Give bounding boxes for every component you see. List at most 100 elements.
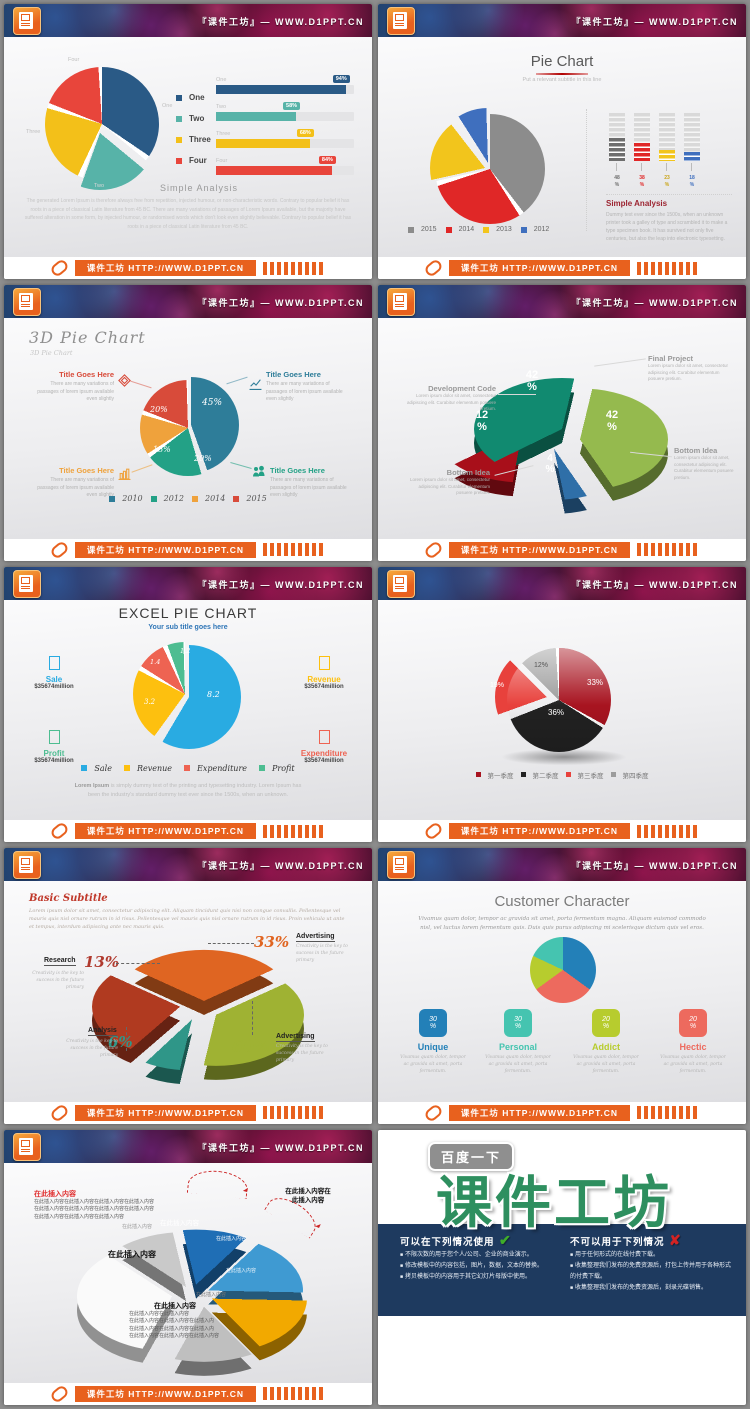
slide-thumbnail-3[interactable]: 『课件工坊』— WWW.D1PPT.CN 3D Pie Chart 3D Pie…: [4, 285, 372, 561]
chart-title: Simple Analysis: [159, 183, 239, 193]
slide-thumbnail-4[interactable]: 『课件工坊』— WWW.D1PPT.CN 42 % 42 % 12 % 4 % …: [378, 285, 746, 561]
stat-card: 30 %: [419, 1009, 447, 1038]
slide-subtitle: Put a relevant subtitle in this line: [522, 77, 602, 83]
analysis-body: Dummy text ever since the 1500s, when an…: [606, 212, 728, 242]
stat-block: Profit $35674million: [18, 729, 90, 764]
slice-value: 3.2: [144, 697, 156, 706]
compass-icon: [118, 374, 131, 388]
arrow-head: [242, 1187, 252, 1196]
line-chart-icon: [249, 379, 262, 391]
callout-body: Creativity is the key to success in the …: [296, 944, 348, 963]
slide-thumbnail-2[interactable]: 『课件工坊』— WWW.D1PPT.CN Pie Chart Put a rel…: [378, 4, 746, 280]
slide-title: Customer Character: [494, 893, 630, 911]
header-brand-text: 『课件工坊』— WWW.D1PPT.CN: [197, 579, 364, 590]
pie-chart: [430, 108, 545, 224]
callout-title: Development Code: [428, 384, 496, 394]
legend-label: One: [189, 93, 205, 102]
callout-title: Bottom Idea: [674, 446, 718, 456]
callout: Development Code Lorem ipsum dolor sit a…: [404, 384, 496, 413]
footer-stripes-decoration: [637, 543, 700, 557]
stat-label: Revenue: [307, 674, 341, 684]
header-brand-text: 『课件工坊』— WWW.D1PPT.CN: [197, 17, 364, 27]
document-page-glyph: [393, 12, 407, 29]
analysis-title: Simple Analysis: [606, 199, 668, 208]
legend-label: 2010: [122, 494, 143, 504]
slide-thumbnail-6[interactable]: 『课件工坊』— WWW.D1PPT.CN 33% 36% 19% 12% 第一季…: [378, 566, 746, 843]
callout-title: Title Goes Here: [59, 466, 114, 476]
slide-footer: 课件工坊 HTTP://WWW.D1PPT.CN: [4, 820, 372, 843]
header-brand-text: 『课件工坊』— WWW.D1PPT.CN: [571, 861, 738, 872]
callout-body: Lorem ipsum dolor sit amet, consectetur …: [409, 477, 490, 496]
check-icon: ✔: [498, 1231, 511, 1248]
legend-swatch: [520, 226, 527, 233]
card-label: Unique: [417, 1042, 449, 1053]
pie-3d-top: [92, 950, 304, 1071]
paperclip-icon: [49, 821, 70, 842]
stat-amount: $35674million: [34, 683, 74, 690]
column-percent: 38%: [639, 175, 645, 188]
allow-heading-row: 可以在下列情况使用 ✔: [400, 1232, 511, 1250]
header-brand-text: 『课件工坊』— WWW.D1PPT.CN: [571, 17, 738, 27]
slide-thumbnail-9[interactable]: 『课件工坊』— WWW.D1PPT.CN 在此插入内容 在此插入内容在此插入内容…: [4, 1129, 372, 1405]
document-page-glyph: [393, 856, 407, 874]
slide-header: 『课件工坊』— WWW.D1PPT.CN: [378, 848, 746, 882]
slide-header: 『课件工坊』— WWW.D1PPT.CN: [4, 285, 372, 319]
stacked-column: [609, 113, 625, 161]
callout-body: Lorem ipsum dolor sit amet, consectetur …: [406, 393, 496, 412]
slice-value: 12 %: [475, 409, 489, 433]
document-page-glyph: [393, 574, 407, 592]
slide-title: Pie Chart: [530, 53, 594, 70]
section-divider: [586, 109, 587, 231]
slice-label: 在此插入内容: [160, 1219, 199, 1227]
legend-label: Revenue: [136, 763, 173, 773]
footer-stripes-decoration: [637, 824, 700, 838]
deny-heading: 不可以用于下列情况: [570, 1236, 665, 1248]
callout-percent: 13%: [84, 953, 120, 972]
slide-thumbnail-8[interactable]: 『课件工坊』— WWW.D1PPT.CN Customer Character …: [378, 848, 746, 1124]
stat-label: Sale: [45, 674, 63, 684]
slide-subtitle: Your sub title goes here: [148, 623, 228, 631]
stat-card: 20 %: [679, 1009, 707, 1038]
slice-label: 在此插入内容: [216, 1235, 247, 1242]
section-title: Basic Subtitle: [29, 893, 108, 905]
pie-label-three: Three: [26, 129, 41, 135]
slide-thumbnail-1[interactable]: 『课件工坊』— WWW.D1PPT.CN Four One Three Two …: [4, 4, 372, 280]
bullet-square: ■: [570, 1284, 574, 1291]
slide-header: 『课件工坊』— WWW.D1PPT.CN: [378, 285, 746, 319]
card-body: Vivamus quam dolor, tempor ac gravida si…: [400, 1055, 466, 1074]
slide-thumbnail-5[interactable]: 『课件工坊』— WWW.D1PPT.CN EXCEL PIE CHART You…: [4, 566, 372, 843]
bar-fill-color: [216, 112, 297, 121]
legend-swatch: [610, 772, 616, 778]
callout: Bottom Idea Lorem ipsum dolor sit amet, …: [674, 446, 740, 481]
legend-swatch: [475, 772, 481, 778]
pie-exploded-slice: [143, 377, 239, 474]
slide-header: 『课件工坊』— WWW.D1PPT.CN: [4, 848, 372, 882]
body-rest: is simply dummy text of the printing and…: [87, 782, 302, 799]
bullet-square: ■: [570, 1262, 574, 1269]
slide-thumbnail-10[interactable]: 百度一下 课件工坊 可以在下列情况使用 ✔ ■ 不限次数的用于您个人/公司、企业的…: [378, 1129, 746, 1405]
footer-url-text: 课件工坊 HTTP://WWW.D1PPT.CN: [448, 1104, 631, 1121]
callout-body: Creativity is the key to success in the …: [276, 1044, 328, 1063]
body-text: Lorem Ipsum is simply dummy text of the …: [74, 782, 302, 801]
callout-connector: [594, 358, 646, 368]
legend-label: 2015: [421, 226, 437, 233]
slide-footer: 课件工坊 HTTP://WWW.D1PPT.CN: [378, 257, 746, 280]
column-fill: [684, 152, 700, 161]
slide-canvas: Four One Three Two One Two Three Four On…: [4, 37, 372, 258]
powerpoint-logo-icon: [13, 1132, 41, 1161]
bullet-square: ■: [400, 1251, 404, 1258]
stat-label: Profit: [43, 748, 65, 758]
pie-exploded-slice: [43, 76, 157, 190]
paperclip-icon: [423, 1102, 444, 1123]
pie-chart: [530, 937, 596, 1004]
legend-label: Profit: [272, 763, 295, 773]
footer-stripes-decoration: [637, 1106, 700, 1120]
paperclip-icon: [49, 539, 70, 560]
slide-header: 『课件工坊』— WWW.D1PPT.CN: [4, 1129, 372, 1163]
license-band: 可以在下列情况使用 ✔ ■ 不限次数的用于您个人/公司、企业的商业演示。 ■ 修改模…: [378, 1223, 746, 1316]
powerpoint-logo-icon: [13, 288, 41, 317]
stat-block: Sale $35674million: [18, 655, 90, 690]
pie-legend: 2010 2012 2014 2015: [4, 494, 372, 503]
slide-thumbnail-7[interactable]: 『课件工坊』— WWW.D1PPT.CN Basic Subtitle Lore…: [4, 848, 372, 1124]
pie-shadow: [496, 747, 632, 766]
